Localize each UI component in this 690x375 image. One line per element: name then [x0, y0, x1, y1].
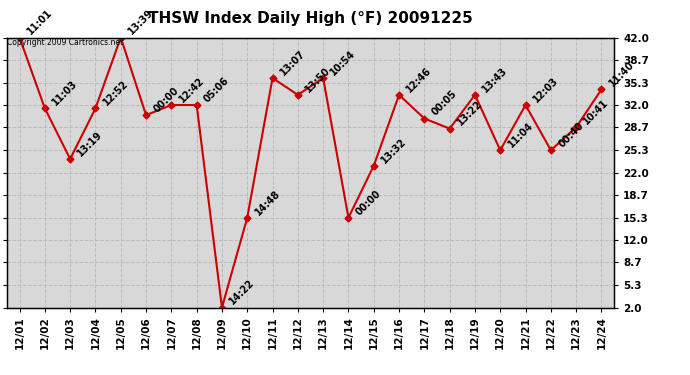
Text: 05:06: 05:06 [202, 75, 231, 104]
Text: 13:19: 13:19 [76, 129, 105, 158]
Text: 12:46: 12:46 [404, 65, 433, 94]
Text: 13:39: 13:39 [126, 8, 155, 37]
Text: 13:50: 13:50 [304, 65, 333, 94]
Text: THSW Index Daily High (°F) 20091225: THSW Index Daily High (°F) 20091225 [148, 11, 473, 26]
Text: 00:40: 00:40 [556, 120, 585, 150]
Text: 00:00: 00:00 [354, 188, 383, 217]
Text: Copyright 2009 Cartronics.net: Copyright 2009 Cartronics.net [7, 38, 123, 46]
Text: 11:03: 11:03 [50, 79, 79, 108]
Text: 13:22: 13:22 [455, 99, 484, 128]
Text: 14:48: 14:48 [253, 188, 282, 217]
Text: 12:52: 12:52 [101, 79, 130, 108]
Text: 11:40: 11:40 [607, 60, 636, 89]
Text: 12:42: 12:42 [177, 75, 206, 104]
Text: 11:01: 11:01 [25, 8, 54, 37]
Text: 10:54: 10:54 [328, 48, 357, 77]
Text: 14:22: 14:22 [228, 278, 257, 307]
Text: 11:04: 11:04 [506, 120, 535, 150]
Text: 13:07: 13:07 [278, 48, 307, 77]
Text: 10:41: 10:41 [582, 98, 611, 126]
Text: 12:03: 12:03 [531, 75, 560, 104]
Text: 00:00: 00:00 [152, 86, 181, 114]
Text: 00:05: 00:05 [430, 89, 459, 118]
Text: 13:43: 13:43 [480, 65, 509, 94]
Text: 13:32: 13:32 [380, 136, 408, 165]
